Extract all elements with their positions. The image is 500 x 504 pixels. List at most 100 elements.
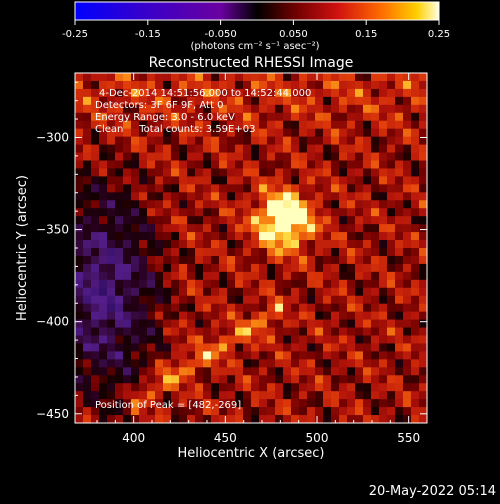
heatmap-cell bbox=[331, 168, 340, 178]
heatmap-cell bbox=[219, 248, 228, 257]
heatmap-cell bbox=[155, 295, 164, 305]
heatmap-cell bbox=[227, 184, 236, 193]
heatmap-cell bbox=[155, 287, 164, 297]
heatmap-cell bbox=[227, 383, 236, 392]
heatmap-cell bbox=[331, 407, 340, 416]
heatmap-cell bbox=[147, 232, 156, 241]
heatmap-cell bbox=[107, 112, 116, 122]
heatmap-cell bbox=[163, 232, 172, 241]
heatmap-cell bbox=[75, 152, 84, 162]
heatmap-cell bbox=[107, 224, 116, 233]
heatmap-cell bbox=[291, 399, 300, 408]
heatmap-cell bbox=[363, 383, 372, 392]
heatmap-cell bbox=[299, 96, 308, 106]
heatmap-cell bbox=[323, 263, 332, 273]
heatmap-cell bbox=[331, 271, 340, 281]
heatmap-cell bbox=[299, 255, 308, 265]
heatmap-cell bbox=[275, 224, 284, 233]
heatmap-cell bbox=[251, 367, 260, 376]
heatmap-cell bbox=[147, 311, 156, 321]
heatmap-cell bbox=[211, 112, 220, 122]
heatmap-cell bbox=[403, 335, 412, 345]
heatmap-cell bbox=[243, 367, 252, 376]
heatmap-cell bbox=[203, 216, 212, 225]
heatmap-cell bbox=[155, 200, 164, 209]
heatmap-cell bbox=[211, 144, 220, 154]
heatmap-cell bbox=[227, 208, 236, 217]
heatmap-cell bbox=[275, 287, 284, 297]
heatmap-cell bbox=[267, 359, 276, 368]
heatmap-cell bbox=[251, 160, 260, 170]
heatmap-cell bbox=[355, 311, 364, 321]
heatmap-cell bbox=[395, 351, 404, 360]
heatmap-cell bbox=[139, 399, 148, 408]
heatmap-cell bbox=[419, 407, 427, 416]
heatmap-cell bbox=[163, 351, 172, 360]
heatmap-cell bbox=[403, 311, 412, 321]
heatmap-cell bbox=[107, 216, 116, 225]
heatmap-cell bbox=[379, 375, 388, 384]
heatmap-cell bbox=[363, 295, 372, 305]
heatmap-cell bbox=[283, 168, 292, 178]
heatmap-cell bbox=[91, 375, 100, 384]
heatmap-cell bbox=[163, 391, 172, 400]
heatmap-cell bbox=[187, 240, 196, 249]
heatmap-cell bbox=[371, 248, 380, 257]
heatmap-cell bbox=[107, 367, 116, 376]
heatmap-cell bbox=[155, 375, 164, 384]
heatmap-cell bbox=[131, 120, 140, 130]
heatmap-cell bbox=[131, 73, 140, 82]
heatmap-cell bbox=[115, 367, 124, 376]
heatmap-cell bbox=[403, 279, 412, 289]
heatmap-cell bbox=[339, 176, 348, 185]
heatmap-cell bbox=[411, 359, 420, 368]
heatmap-cell bbox=[235, 152, 244, 162]
heatmap-cell bbox=[363, 399, 372, 408]
heatmap-cell bbox=[259, 263, 268, 273]
heatmap-cell bbox=[339, 128, 348, 138]
heatmap-cell bbox=[99, 279, 108, 289]
heatmap-cell bbox=[107, 263, 116, 273]
heatmap-cell bbox=[331, 128, 340, 138]
heatmap-cell bbox=[331, 192, 340, 201]
heatmap-cell bbox=[195, 240, 204, 249]
heatmap-cell bbox=[259, 383, 268, 392]
heatmap-cell bbox=[227, 96, 236, 106]
heatmap-cell bbox=[307, 176, 316, 185]
heatmap-cell bbox=[291, 248, 300, 257]
heatmap-cell bbox=[187, 295, 196, 305]
heatmap-cell bbox=[307, 351, 316, 360]
heatmap-cell bbox=[179, 367, 188, 376]
heatmap-cell bbox=[371, 279, 380, 289]
heatmap-cell bbox=[147, 335, 156, 345]
heatmap-cell bbox=[235, 120, 244, 130]
heatmap-cell bbox=[395, 120, 404, 130]
heatmap-cell bbox=[331, 351, 340, 360]
heatmap-cell bbox=[99, 176, 108, 185]
heatmap-cell bbox=[91, 335, 100, 345]
heatmap-cell bbox=[203, 240, 212, 249]
heatmap-cell bbox=[227, 335, 236, 345]
heatmap-cell bbox=[115, 263, 124, 273]
heatmap-cell bbox=[219, 128, 228, 138]
heatmap-cell bbox=[299, 200, 308, 209]
heatmap-cell bbox=[307, 240, 316, 249]
heatmap-cell bbox=[195, 263, 204, 273]
heatmap-cell bbox=[395, 375, 404, 384]
heatmap-cell bbox=[419, 303, 427, 313]
heatmap-cell bbox=[147, 120, 156, 130]
heatmap-cell bbox=[243, 144, 252, 154]
heatmap-cell bbox=[323, 120, 332, 130]
heatmap-cell bbox=[291, 208, 300, 217]
heatmap-cell bbox=[91, 104, 100, 114]
heatmap-cell bbox=[267, 224, 276, 233]
heatmap-cell bbox=[371, 383, 380, 392]
heatmap-cell bbox=[283, 88, 292, 98]
heatmap-cell bbox=[203, 208, 212, 217]
heatmap-cell bbox=[91, 407, 100, 416]
heatmap-cell bbox=[355, 383, 364, 392]
heatmap-cell bbox=[411, 327, 420, 337]
heatmap-cell bbox=[379, 88, 388, 98]
heatmap-cell bbox=[403, 367, 412, 376]
heatmap-cell bbox=[83, 152, 92, 162]
